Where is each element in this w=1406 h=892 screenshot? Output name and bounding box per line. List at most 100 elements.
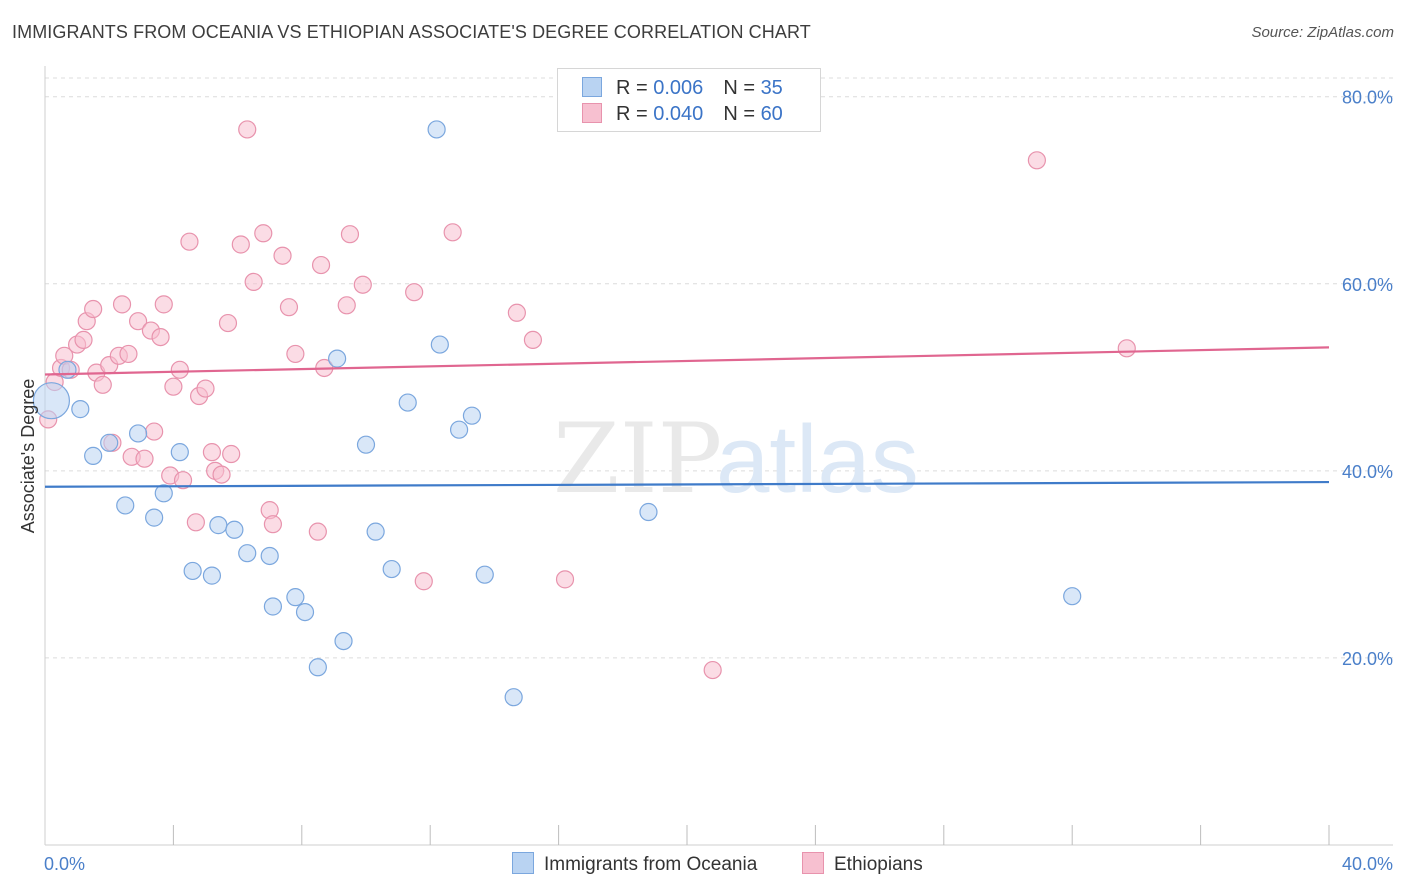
point-oceania <box>225 520 244 539</box>
point-oceania <box>356 435 376 454</box>
legend-r-label: R = <box>616 77 654 99</box>
point-ethiopians <box>231 235 250 254</box>
point-ethiopians <box>218 313 238 333</box>
point-oceania <box>260 546 279 566</box>
gridlines <box>45 77 1393 659</box>
point-ethiopians <box>405 283 424 302</box>
point-ethiopians <box>337 296 356 315</box>
point-ethiopians <box>273 246 292 265</box>
y-tick-label: 40.0% <box>1342 462 1393 482</box>
x-tick-label-max: 40.0% <box>1342 854 1393 874</box>
point-ethiopians <box>254 224 273 243</box>
point-ethiopians <box>170 360 189 379</box>
legend-n-label: N = <box>723 103 761 125</box>
point-ethiopians <box>238 120 257 139</box>
legend-item-ethiopians: Ethiopians <box>802 852 923 876</box>
point-oceania <box>334 631 353 651</box>
point-oceania <box>183 561 202 581</box>
point-ethiopians <box>1027 151 1046 170</box>
point-ethiopians <box>703 660 722 680</box>
point-ethiopians <box>555 570 575 589</box>
point-ethiopians <box>443 223 462 242</box>
point-ethiopians <box>308 522 327 541</box>
legend-n-value: 35 <box>760 77 783 99</box>
point-oceania <box>504 688 523 707</box>
point-ethiopians <box>164 377 183 396</box>
point-ethiopians <box>279 298 299 317</box>
point-oceania <box>449 420 469 439</box>
point-ethiopians <box>244 272 263 292</box>
point-ethiopians <box>135 449 154 468</box>
point-oceania <box>427 120 446 139</box>
point-oceania <box>71 400 90 419</box>
legend-swatch-pink <box>802 852 824 874</box>
point-oceania <box>100 433 119 452</box>
axes <box>44 66 1393 846</box>
x-tick-label-min: 0.0% <box>44 854 85 874</box>
point-oceania <box>116 496 135 515</box>
legend-label-oceania: Immigrants from Oceania <box>544 854 758 875</box>
point-ethiopians <box>311 255 331 275</box>
point-ethiopians <box>173 471 193 490</box>
point-oceania <box>58 360 77 379</box>
legend-r-label: R = <box>616 103 654 125</box>
point-ethiopians <box>340 225 360 244</box>
y-axis-label: Associate's Degree <box>18 379 38 534</box>
point-oceania <box>170 443 189 462</box>
point-ethiopians <box>1117 339 1136 358</box>
legend-r-value: 0.040 <box>653 103 704 125</box>
point-oceania <box>475 565 494 584</box>
point-ethiopians <box>523 330 543 350</box>
legend-swatch-pink <box>582 103 602 123</box>
point-ethiopians <box>74 330 93 350</box>
point-ethiopians <box>84 299 103 319</box>
legend-n-value: 60 <box>760 103 783 125</box>
point-ethiopians <box>119 344 138 364</box>
point-ethiopians <box>286 344 305 364</box>
point-oceania <box>462 406 482 425</box>
point-oceania <box>382 559 401 579</box>
watermark-zip: ZIP <box>553 403 722 515</box>
point-oceania <box>238 544 257 563</box>
point-oceania <box>1063 587 1082 606</box>
point-oceania <box>286 588 305 607</box>
point-ethiopians <box>151 327 170 347</box>
point-ethiopians <box>202 443 222 462</box>
legend-row-oceania: R = 0.006 N = 35 <box>582 77 783 101</box>
data-points <box>32 89 1136 707</box>
point-oceania <box>209 516 228 535</box>
point-oceania <box>145 508 164 527</box>
point-ethiopians <box>212 465 231 484</box>
point-oceania <box>128 424 148 443</box>
point-oceania <box>430 335 449 354</box>
legend-item-oceania: Immigrants from Oceania <box>512 852 757 876</box>
point-oceania <box>263 597 283 616</box>
legend-r-value: 0.006 <box>653 77 704 99</box>
y-tick-label: 20.0% <box>1342 649 1393 669</box>
point-oceania <box>328 349 347 368</box>
point-oceania <box>366 522 385 541</box>
point-oceania <box>639 502 658 522</box>
legend-swatch-blue <box>582 77 602 97</box>
chart-title: IMMIGRANTS FROM OCEANIA VS ETHIOPIAN ASS… <box>12 22 811 42</box>
legend-label-ethiopians: Ethiopians <box>834 854 923 875</box>
trend-line-oceania <box>44 480 1330 488</box>
stats-legend: R = 0.006 N = 35 R = 0.040 N = 60 <box>557 68 821 132</box>
point-ethiopians <box>145 422 164 441</box>
legend-n-label: N = <box>723 77 761 99</box>
point-oceania <box>308 658 327 677</box>
point-ethiopians <box>196 379 215 398</box>
point-oceania <box>32 382 71 420</box>
point-ethiopians <box>93 375 112 394</box>
point-ethiopians <box>186 513 205 532</box>
y-tick-labels: 20.0% 40.0% 60.0% 80.0% <box>1342 88 1393 669</box>
point-ethiopians <box>180 232 199 251</box>
legend-swatch-blue <box>512 852 534 874</box>
point-ethiopians <box>353 275 372 294</box>
watermark-atlas: atlas <box>716 406 919 513</box>
y-tick-label: 60.0% <box>1342 275 1393 295</box>
trend-line-ethiopians <box>44 346 1330 376</box>
point-oceania <box>398 393 417 412</box>
legend-row-ethiopians: R = 0.040 N = 60 <box>582 103 783 127</box>
